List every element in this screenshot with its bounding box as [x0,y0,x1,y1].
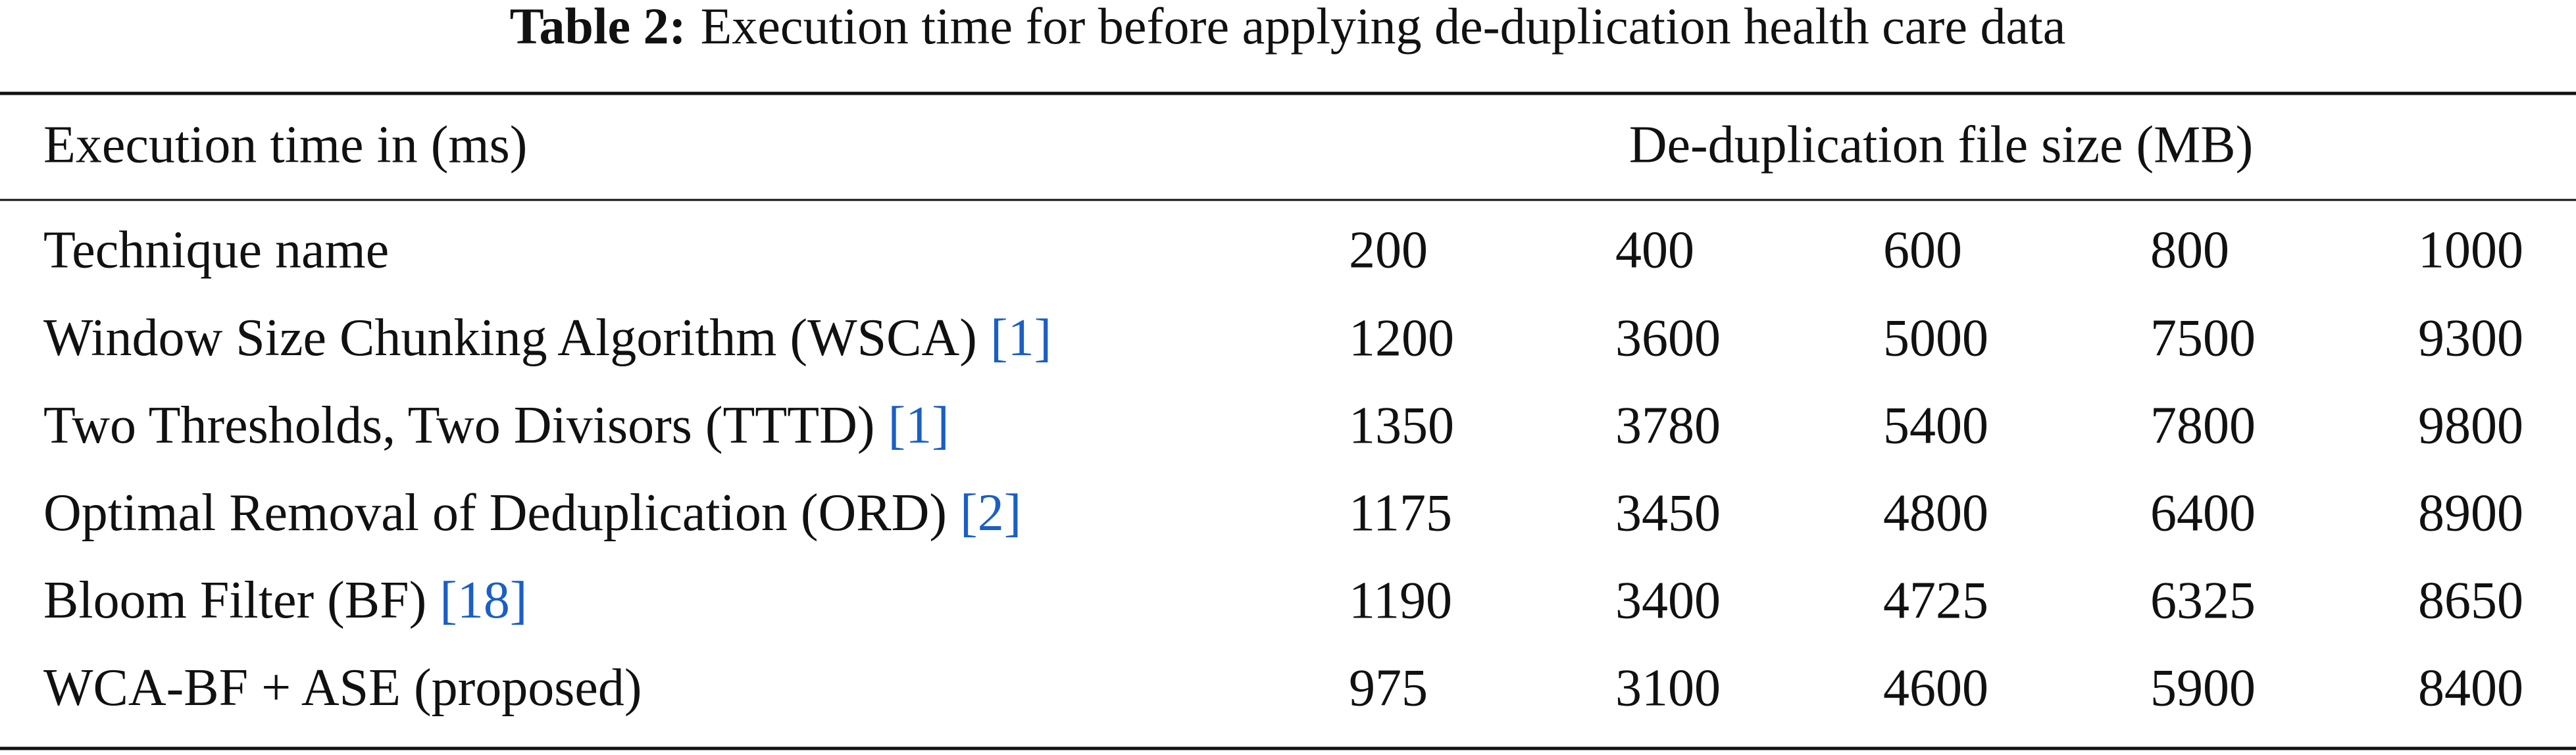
technique-name: Optimal Removal of Deduplication (ORD) [2… [43,484,1021,542]
citation[interactable]: [1] [990,309,1051,367]
column-header: 200 [1349,221,1428,279]
cell-value: 1200 [1349,309,1454,367]
caption-label: Table 2: [510,0,686,55]
cell-value: 8900 [2418,484,2523,542]
cell-value: 4725 [1883,572,1988,629]
cell-value: 3600 [1615,309,1721,367]
cell-value: 8400 [2418,659,2523,717]
column-header: 800 [2150,221,2229,279]
technique-name: Window Size Chunking Algorithm (WSCA) [1] [43,309,1051,367]
column-header: 400 [1615,221,1694,279]
cell-value: 7800 [2150,397,2256,454]
technique-name: Two Thresholds, Two Divisors (TTTD) [1] [43,397,949,454]
cell-value: 9800 [2418,397,2523,454]
cell-value: 1175 [1349,484,1452,542]
caption: Table 2: Execution time for before applyi… [510,0,2066,55]
column-header: 1000 [2418,221,2523,279]
technique-name: WCA-BF + ASE (proposed) [43,659,642,717]
technique-label: Optimal Removal of Deduplication (ORD) [43,484,947,542]
technique-label: WCA-BF + ASE (proposed) [43,659,642,717]
cell-value: 3100 [1615,659,1721,717]
cell-value: 3400 [1615,572,1721,629]
technique-name: Bloom Filter (BF) [18] [43,572,528,629]
citation[interactable]: [2] [960,484,1021,542]
cell-value: 5900 [2150,659,2256,717]
technique-label: Window Size Chunking Algorithm (WSCA) [43,309,977,367]
technique-label: Two Thresholds, Two Divisors (TTTD) [43,397,875,454]
cell-value: 5400 [1883,397,1988,454]
cell-value: 6400 [2150,484,2256,542]
cell-value: 6325 [2150,572,2256,629]
cell-value: 4600 [1883,659,1988,717]
cell-value: 3780 [1615,397,1721,454]
cell-value: 9300 [2418,309,2523,367]
cell-value: 975 [1349,659,1428,717]
citation[interactable]: [18] [440,572,527,629]
cell-value: 1350 [1349,397,1454,454]
caption-text: Execution time for before applying de-du… [701,0,2066,55]
cell-value: 5000 [1883,309,1988,367]
cell-value: 1190 [1349,572,1452,629]
technique-label: Bloom Filter (BF) [43,572,426,629]
cell-value: 8650 [2418,572,2523,629]
column-header: Technique name [43,221,389,279]
header-cell: De-duplication file size (MB) [1629,116,2254,174]
cell-value: 7500 [2150,309,2256,367]
cell-value: 3450 [1615,484,1721,542]
citation[interactable]: [1] [888,397,949,454]
header-cell: Execution time in (ms) [43,116,527,174]
column-header: 600 [1883,221,1962,279]
cell-value: 4800 [1883,484,1988,542]
